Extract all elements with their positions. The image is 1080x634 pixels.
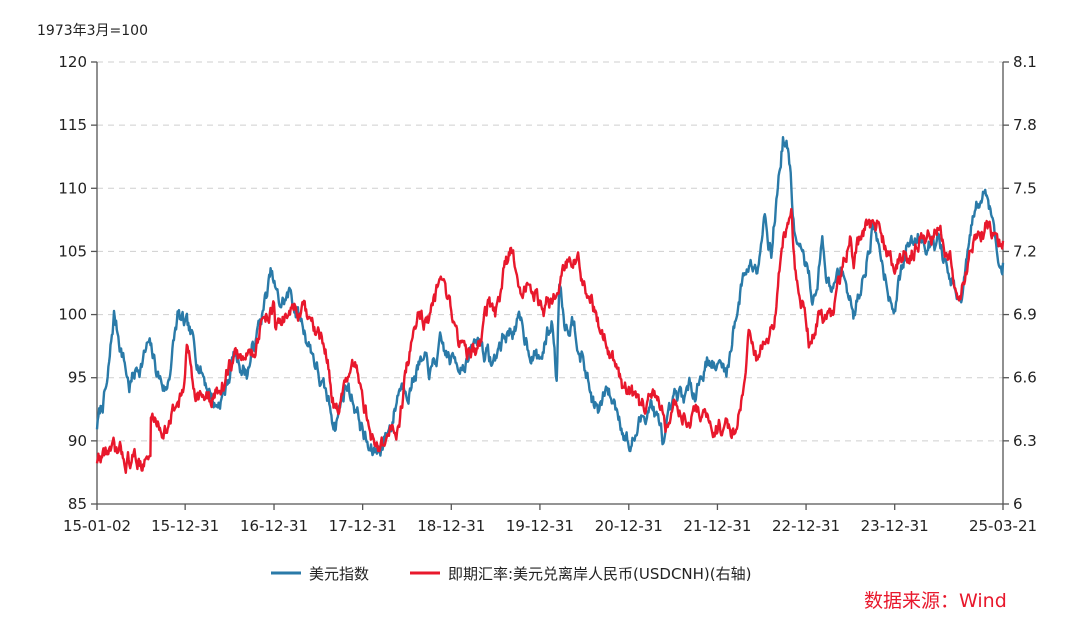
- axes: [96, 62, 1004, 505]
- left-y-tick-label: 95: [68, 369, 87, 387]
- right-y-tick-label: 8.1: [1013, 53, 1037, 71]
- x-tick-label: 23-12-31: [861, 517, 929, 535]
- left-y-tick-label: 120: [58, 53, 87, 71]
- series-lines: [95, 136, 1005, 474]
- x-tick-label: 18-12-31: [417, 517, 485, 535]
- x-tick-label: 15-01-02: [63, 517, 131, 535]
- left-y-tick-label: 105: [58, 242, 87, 260]
- right-y-tick-label: 7.2: [1013, 242, 1037, 260]
- right-y-tick-label: 7.8: [1013, 116, 1037, 134]
- x-axis: 15-01-02 15-12-31 16-12-31 17-12-31 18-12-31…: [63, 504, 1037, 535]
- left-y-tick-label: 90: [68, 432, 87, 450]
- series-line-dollar-index: [95, 136, 1005, 457]
- right-y-tick-label: 6: [1013, 495, 1023, 513]
- right-y-tick-label: 6.3: [1013, 432, 1037, 450]
- right-y-tick-label: 7.5: [1013, 179, 1037, 197]
- x-tick-label: 17-12-31: [329, 517, 397, 535]
- legend: 美元指数 即期汇率:美元兑离岸人民币(USDCNH)(右轴): [271, 565, 752, 583]
- left-y-tick-label: 115: [58, 116, 87, 134]
- x-tick-label: 20-12-31: [595, 517, 663, 535]
- gridlines: [97, 61, 1003, 442]
- right-y-tick-label: 6.9: [1013, 306, 1037, 324]
- x-tick-label: 19-12-31: [506, 517, 574, 535]
- left-y-tick-label: 100: [58, 306, 87, 324]
- right-y-tick-label: 6.6: [1013, 369, 1037, 387]
- right-y-axis: 6 6.3 6.6 6.9 7.2 7.5 7.8 8.1: [1003, 53, 1037, 513]
- series-line-usdcnh: [95, 207, 1005, 474]
- legend-label-usdcnh: 即期汇率:美元兑离岸人民币(USDCNH)(右轴): [448, 565, 752, 583]
- x-tick-label: 21-12-31: [683, 517, 751, 535]
- left-y-axis: 85 90 95 100 105 110 115 120: [58, 53, 97, 513]
- x-tick-label: 15-12-31: [151, 517, 219, 535]
- x-tick-label: 22-12-31: [772, 517, 840, 535]
- legend-label-dollar-index: 美元指数: [309, 565, 369, 583]
- left-y-tick-label: 85: [68, 495, 87, 513]
- x-tick-label: 16-12-31: [240, 517, 308, 535]
- x-tick-label: 25-03-21: [969, 517, 1037, 535]
- data-source-note: 数据来源：Wind: [864, 590, 1007, 612]
- left-axis-unit-label: 1973年3月=100: [37, 23, 148, 39]
- left-y-tick-label: 110: [58, 179, 87, 197]
